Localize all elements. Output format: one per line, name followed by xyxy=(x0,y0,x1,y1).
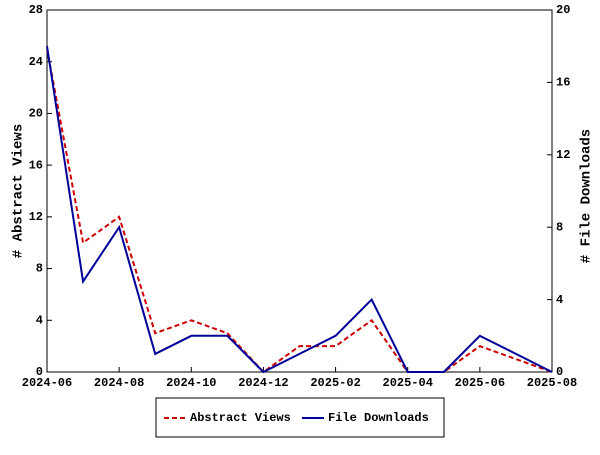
x-tick-label: 2024-06 xyxy=(22,376,72,390)
y-tick-label: 0 xyxy=(36,365,43,379)
x-tick-label: 2025-08 xyxy=(527,376,577,390)
y2-tick-label: 0 xyxy=(556,365,563,379)
y2-tick-label: 16 xyxy=(556,76,570,90)
legend-label: File Downloads xyxy=(328,411,429,425)
x-tick-label: 2024-08 xyxy=(94,376,144,390)
x-tick-label: 2025-02 xyxy=(310,376,360,390)
y2-tick-label: 12 xyxy=(556,148,570,162)
y-tick-label: 28 xyxy=(29,3,43,17)
x-tick-label: 2024-12 xyxy=(238,376,288,390)
series-line xyxy=(46,48,553,374)
legend-box xyxy=(155,397,445,438)
x-tick-label: 2025-06 xyxy=(455,376,505,390)
x-tick-label: 2025-04 xyxy=(383,376,433,390)
y2-tick-label: 20 xyxy=(556,3,570,17)
y2-axis-label: # File Downloads xyxy=(579,129,595,263)
plot-frame xyxy=(46,9,553,373)
y-tick-label: 12 xyxy=(29,210,43,224)
y-tick-label: 20 xyxy=(29,107,43,121)
y-tick-label: 8 xyxy=(36,262,43,276)
y-axis-label: # Abstract Views xyxy=(11,124,27,258)
y2-tick-label: 8 xyxy=(556,220,563,234)
legend-label: Abstract Views xyxy=(190,411,291,425)
y-tick-label: 24 xyxy=(29,55,43,69)
y-tick-label: 16 xyxy=(29,158,43,172)
y-tick-label: 4 xyxy=(36,313,43,327)
series-line xyxy=(46,46,553,374)
y2-tick-label: 4 xyxy=(556,293,563,307)
x-tick-label: 2024-10 xyxy=(166,376,216,390)
